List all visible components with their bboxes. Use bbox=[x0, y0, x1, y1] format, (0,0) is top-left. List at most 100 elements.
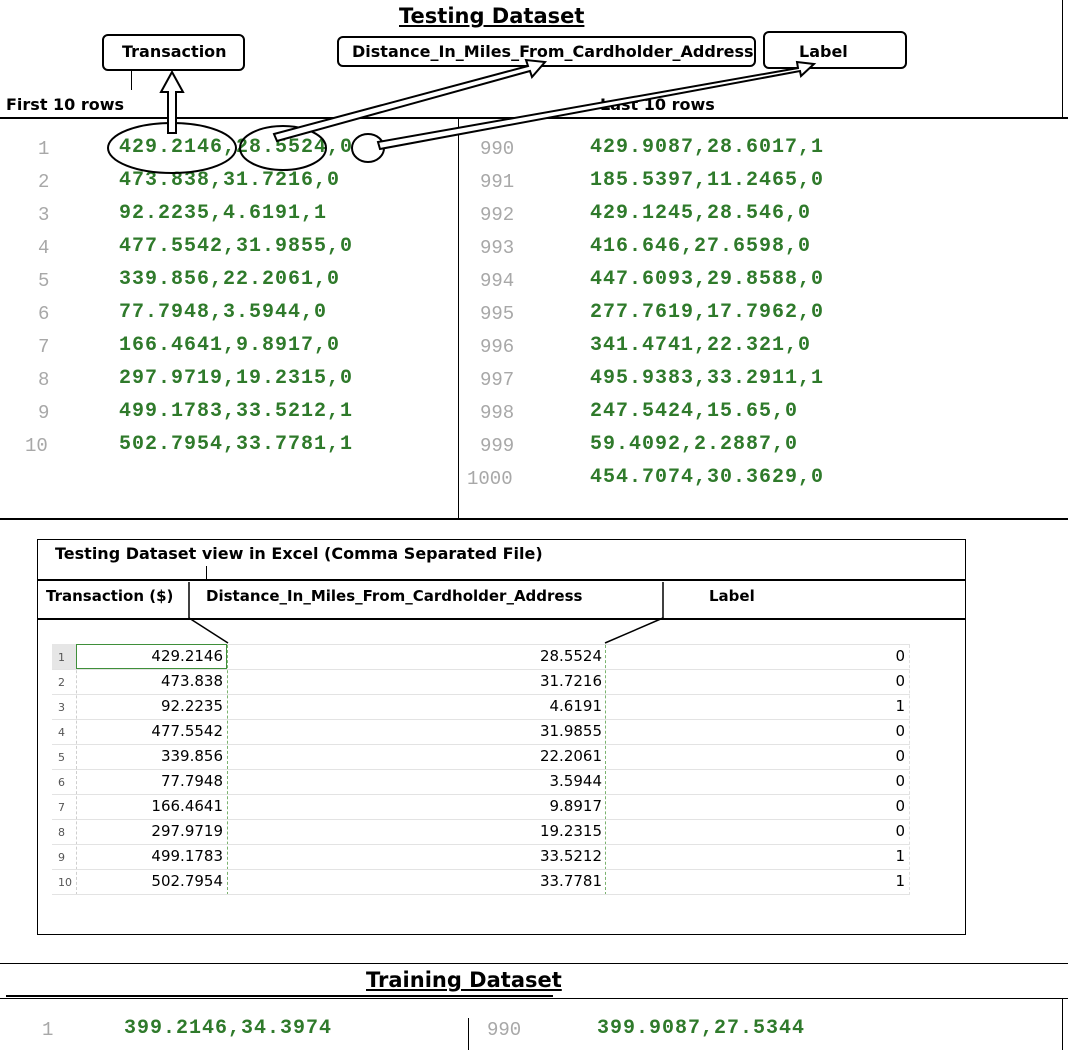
testing-dataset-title: Testing Dataset bbox=[399, 4, 585, 28]
excel-row-number: 6 bbox=[58, 776, 65, 789]
last-row-line-number: 992 bbox=[480, 204, 515, 226]
training-first-line-number: 1 bbox=[42, 1019, 54, 1041]
last-row-line-number: 995 bbox=[480, 303, 515, 325]
training-first-line-value: 399.2146,34.3974 bbox=[124, 1017, 333, 1040]
excel-cell-transaction[interactable]: 339.856 bbox=[160, 747, 223, 765]
excel-cell-distance[interactable]: 28.5524 bbox=[539, 647, 602, 665]
excel-row-number: 2 bbox=[58, 676, 65, 689]
label-header-label: Label bbox=[799, 42, 848, 61]
first-row-line-value: 502.7954,33.7781,1 bbox=[119, 433, 354, 456]
training-top-rule bbox=[0, 963, 1068, 964]
excel-col-distance: Distance_In_Miles_From_Cardholder_Addres… bbox=[206, 587, 583, 605]
excel-row-gridline bbox=[52, 869, 910, 870]
transaction-header-label: Transaction bbox=[122, 42, 227, 61]
training-last-line-value: 399.9087,27.5344 bbox=[597, 1017, 806, 1040]
excel-cell-transaction[interactable]: 297.9719 bbox=[151, 822, 223, 840]
last-row-line-value: 341.4741,22.321,0 bbox=[590, 334, 812, 357]
excel-cell-distance[interactable]: 19.2315 bbox=[539, 822, 602, 840]
first-row-line-value: 166.4641,9.8917,0 bbox=[119, 334, 341, 357]
excel-row-gridline bbox=[52, 744, 910, 745]
annotation-arrows bbox=[107, 58, 817, 174]
first-row-line-value: 477.5542,31.9855,0 bbox=[119, 235, 354, 258]
last-row-line-value: 495.9383,33.2911,1 bbox=[590, 367, 825, 390]
excel-cell-transaction[interactable]: 92.2235 bbox=[160, 697, 223, 715]
first-row-line-number: 5 bbox=[38, 270, 50, 292]
training-title-rule bbox=[6, 995, 553, 997]
excel-selected-cell[interactable] bbox=[76, 644, 227, 669]
excel-header-bottom-rule bbox=[37, 618, 966, 620]
label-arrow bbox=[376, 60, 817, 151]
excel-cell-distance[interactable]: 4.6191 bbox=[549, 697, 603, 715]
last-row-line-value: 429.1245,28.546,0 bbox=[590, 202, 812, 225]
top-right-border bbox=[1062, 0, 1063, 118]
excel-cell-label[interactable]: 0 bbox=[895, 797, 905, 815]
excel-row-number: 3 bbox=[58, 701, 65, 714]
excel-cell-label[interactable]: 1 bbox=[895, 872, 905, 890]
excel-cell-label[interactable]: 0 bbox=[895, 822, 905, 840]
excel-cell-transaction[interactable]: 429.2146 bbox=[151, 647, 223, 665]
last-row-line-value: 59.4092,2.2887,0 bbox=[590, 433, 799, 456]
distance-highlight-ellipse bbox=[239, 125, 327, 171]
excel-column-gridline bbox=[76, 645, 78, 895]
excel-cell-transaction[interactable]: 473.838 bbox=[160, 672, 223, 690]
excel-active-row-header bbox=[52, 644, 76, 669]
excel-cell-label[interactable]: 0 bbox=[895, 747, 905, 765]
last-row-line-value: 429.9087,28.6017,1 bbox=[590, 136, 825, 159]
excel-cell-label[interactable]: 1 bbox=[895, 697, 905, 715]
excel-row-gridline bbox=[52, 719, 910, 720]
first-row-line-number: 9 bbox=[38, 402, 50, 424]
transaction-col-connector bbox=[188, 617, 229, 644]
excel-cell-transaction[interactable]: 499.1783 bbox=[151, 847, 223, 865]
distance-header-box: Distance_In_Miles_From_Cardholder_Addres… bbox=[337, 36, 756, 67]
training-dataset-title: Training Dataset bbox=[366, 968, 562, 992]
last-row-line-value: 416.646,27.6598,0 bbox=[590, 235, 812, 258]
excel-row-number: 5 bbox=[58, 751, 65, 764]
transaction-arrow bbox=[159, 69, 185, 134]
excel-cell-label[interactable]: 0 bbox=[895, 772, 905, 790]
excel-cell-distance[interactable]: 3.5944 bbox=[549, 772, 603, 790]
last-row-line-value: 454.7074,30.3629,0 bbox=[590, 466, 825, 489]
excel-cell-label[interactable]: 0 bbox=[895, 647, 905, 665]
excel-cell-transaction[interactable]: 477.5542 bbox=[151, 722, 223, 740]
excel-col-transaction: Transaction ($) bbox=[46, 587, 174, 605]
excel-cell-distance[interactable]: 33.7781 bbox=[539, 872, 602, 890]
excel-cell-distance[interactable]: 9.8917 bbox=[549, 797, 603, 815]
excel-row-number: 10 bbox=[58, 876, 72, 889]
small-tick-mark bbox=[131, 70, 132, 90]
last-row-line-value: 277.7619,17.7962,0 bbox=[590, 301, 825, 324]
excel-cell-transaction[interactable]: 502.7954 bbox=[151, 872, 223, 890]
excel-cell-distance[interactable]: 33.5212 bbox=[539, 847, 602, 865]
last-row-line-number: 1000 bbox=[467, 468, 513, 490]
first-row-line-value: 473.838,31.7216,0 bbox=[119, 169, 341, 192]
excel-cell-distance[interactable]: 31.7216 bbox=[539, 672, 602, 690]
first-row-line-value: 297.9719,19.2315,0 bbox=[119, 367, 354, 390]
code-bottom-rule bbox=[0, 518, 1068, 520]
last-row-line-number: 999 bbox=[480, 435, 515, 457]
excel-cell-transaction[interactable]: 77.7948 bbox=[160, 772, 223, 790]
excel-column-gridline bbox=[605, 645, 607, 895]
excel-grid-top-line bbox=[52, 644, 910, 645]
excel-header-top-rule bbox=[37, 579, 966, 581]
excel-cell-distance[interactable]: 31.9855 bbox=[539, 722, 602, 740]
excel-cell-transaction[interactable]: 166.4641 bbox=[151, 797, 223, 815]
excel-row-gridline bbox=[52, 819, 910, 820]
first-rows-caption: First 10 rows bbox=[6, 95, 125, 114]
excel-row-number: 7 bbox=[58, 801, 65, 814]
distance-arrow bbox=[272, 58, 548, 143]
excel-row-gridline bbox=[52, 769, 910, 770]
excel-col-label: Label bbox=[709, 587, 755, 605]
excel-header-connectors bbox=[188, 582, 664, 644]
excel-cell-label[interactable]: 1 bbox=[895, 847, 905, 865]
training-code-rule bbox=[0, 998, 1068, 999]
excel-cell-distance[interactable]: 22.2061 bbox=[539, 747, 602, 765]
excel-row-number: 8 bbox=[58, 826, 65, 839]
excel-cell-label[interactable]: 0 bbox=[895, 672, 905, 690]
excel-cell-label[interactable]: 0 bbox=[895, 722, 905, 740]
transaction-header-box: Transaction bbox=[102, 34, 245, 71]
last-row-line-number: 997 bbox=[480, 369, 515, 391]
last-row-line-value: 447.6093,29.8588,0 bbox=[590, 268, 825, 291]
last-row-line-value: 247.5424,15.65,0 bbox=[590, 400, 799, 423]
first-row-line-value: 339.856,22.2061,0 bbox=[119, 268, 341, 291]
first-row-line-number: 10 bbox=[25, 435, 48, 457]
last-row-line-value: 185.5397,11.2465,0 bbox=[590, 169, 825, 192]
